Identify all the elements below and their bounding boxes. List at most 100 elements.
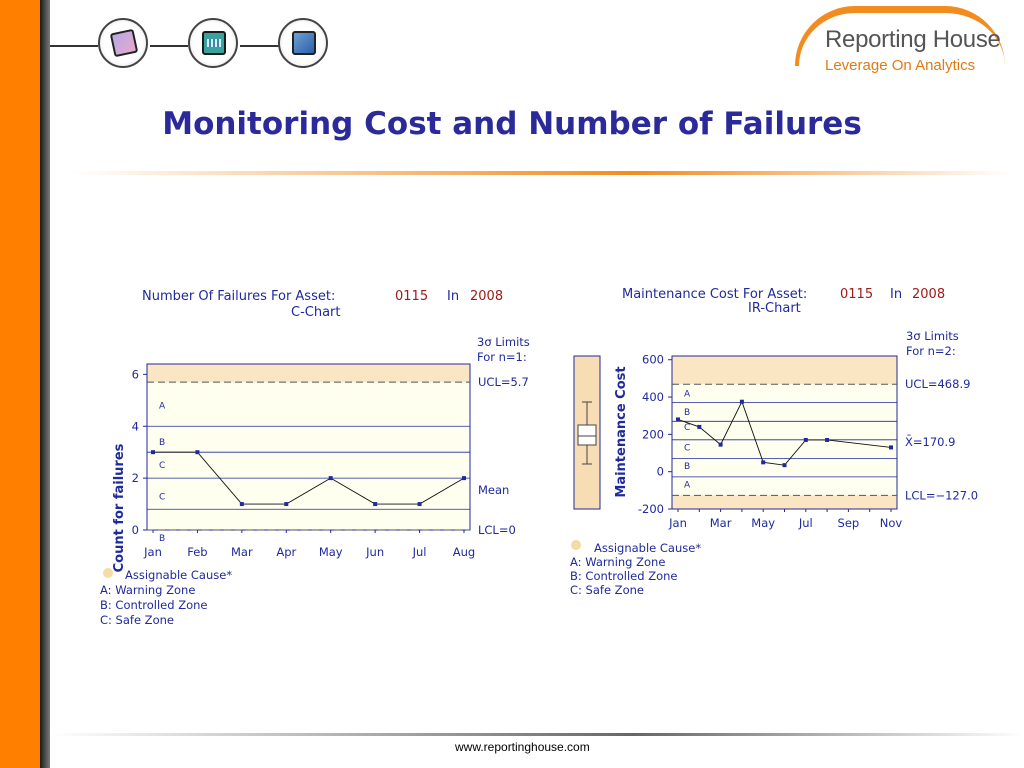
zone-label: B: [159, 534, 165, 544]
data-point: [697, 424, 702, 429]
legend-controlled-zone: B: Controlled Zone: [570, 569, 678, 583]
chart-title-label: Maintenance Cost For Asset:: [622, 287, 807, 302]
y-tick-label: 6: [132, 367, 139, 381]
y-tick-label: 4: [132, 419, 139, 433]
data-point: [462, 476, 466, 481]
x-tick-label: Feb: [187, 545, 207, 559]
limits-title: 3σ Limits: [906, 329, 959, 343]
x-tick-label: Jan: [668, 516, 687, 530]
legend-warning-zone: A: Warning Zone: [570, 555, 665, 569]
data-point: [328, 476, 333, 481]
x-tick-label: Aug: [453, 545, 475, 559]
data-point: [825, 437, 830, 442]
chart-title-label: Number Of Failures For Asset:: [142, 289, 335, 304]
beyond-ucl-zone: [147, 364, 470, 383]
chart-subtitle: IR-Chart: [748, 301, 801, 316]
logo-tagline: Leverage On Analytics: [825, 57, 976, 74]
footer-url[interactable]: www.reportinghouse.com: [455, 740, 590, 754]
data-point: [889, 445, 893, 450]
nav-line: [240, 45, 280, 47]
y-tick-label: -200: [638, 502, 664, 516]
data-point: [739, 399, 744, 404]
left-accent-bar: [0, 0, 40, 768]
legend-safe-zone: C: Safe Zone: [100, 613, 174, 627]
zone-label: B: [684, 408, 690, 418]
beyond-ucl-zone: [672, 356, 897, 385]
data-point: [803, 437, 808, 442]
x-tick-label: Sep: [838, 516, 860, 530]
x-tick-label: Jul: [798, 516, 813, 530]
y-axis-label: Maintenance Cost: [614, 366, 629, 497]
y-tick-label: 200: [642, 427, 664, 441]
data-point: [676, 417, 680, 422]
y-tick-label: 0: [132, 523, 139, 537]
page-title: Monitoring Cost and Number of Failures: [162, 106, 862, 142]
data-point: [195, 450, 200, 455]
zone-label: C: [159, 492, 165, 502]
plot-border: [146, 363, 471, 531]
data-point: [782, 463, 787, 468]
beyond-lcl-zone: [672, 495, 897, 509]
x-tick-label: Jan: [143, 545, 162, 559]
x-tick-label: Mar: [231, 545, 253, 559]
ucl-label: UCL=5.7: [478, 375, 529, 389]
legend-safe-zone: C: Safe Zone: [570, 583, 644, 597]
y-tick-label: 0: [657, 465, 664, 479]
limits-n: For n=1:: [477, 350, 527, 364]
y-axis-label: Count for failures: [112, 443, 127, 572]
assignable-cause-marker: [571, 540, 581, 550]
chart-year: 2008: [470, 289, 503, 304]
legend-warning-zone: A: Warning Zone: [100, 583, 195, 597]
chart-subtitle: C-Chart: [291, 305, 341, 320]
chart-frame-icon[interactable]: [98, 18, 148, 68]
footer-divider: [50, 733, 1024, 736]
nav-line: [50, 45, 98, 47]
zone-label: C: [159, 461, 165, 471]
x-tick-label: Mar: [710, 516, 732, 530]
legend-assignable: Assignable Cause*: [594, 541, 701, 555]
boxplot-icon: [577, 401, 597, 465]
zone-label: B: [684, 462, 690, 472]
mean-label: X̄=170.9: [905, 435, 955, 449]
legend-controlled-zone: B: Controlled Zone: [100, 598, 208, 612]
zone-label: C: [684, 443, 690, 453]
zone-label: C: [684, 423, 690, 433]
y-tick-label: 2: [132, 471, 139, 485]
chart-in-label: In: [447, 289, 459, 304]
chart-year: 2008: [912, 287, 945, 302]
zone-label: A: [684, 481, 691, 491]
plot-area: [146, 363, 471, 531]
assignable-cause-marker: [103, 568, 113, 578]
data-point: [417, 502, 422, 507]
data-point: [284, 502, 289, 507]
x-tick-label: Jul: [412, 545, 427, 559]
x-tick-label: Jun: [365, 545, 384, 559]
zone-label: A: [684, 389, 691, 399]
chart-asset: 0115: [840, 287, 873, 302]
series-line: [153, 451, 465, 505]
x-tick-label: May: [751, 516, 775, 530]
title-divider: [70, 171, 1010, 175]
ir-chart: Maintenance Cost For Asset: 0115 In 2008…: [570, 287, 978, 597]
nav-line: [150, 45, 188, 47]
lcl-label: LCL=−127.0: [905, 488, 978, 502]
dashboard-frame-icon[interactable]: [188, 18, 238, 68]
zone-label: A: [159, 402, 166, 412]
zone-label: B: [159, 438, 165, 448]
x-tick-label: May: [319, 545, 343, 559]
mean-label: Mean: [478, 483, 509, 497]
y-tick-label: 400: [642, 390, 664, 404]
y-tick-label: 600: [642, 353, 664, 367]
logo-name: Reporting House: [825, 26, 1001, 53]
limits-title: 3σ Limits: [477, 335, 530, 349]
x-tick-label: Apr: [276, 545, 296, 559]
legend-assignable: Assignable Cause*: [125, 568, 232, 582]
c-chart: Number Of Failures For Asset: 0115 In 20…: [100, 289, 530, 627]
data-point: [151, 450, 155, 455]
left-shadow-bar: [40, 0, 50, 768]
monitor-icon[interactable]: [278, 18, 328, 68]
limits-n: For n=2:: [906, 344, 956, 358]
data-point: [239, 502, 244, 507]
lcl-label: LCL=0: [478, 523, 516, 537]
chart-in-label: In: [890, 287, 902, 302]
